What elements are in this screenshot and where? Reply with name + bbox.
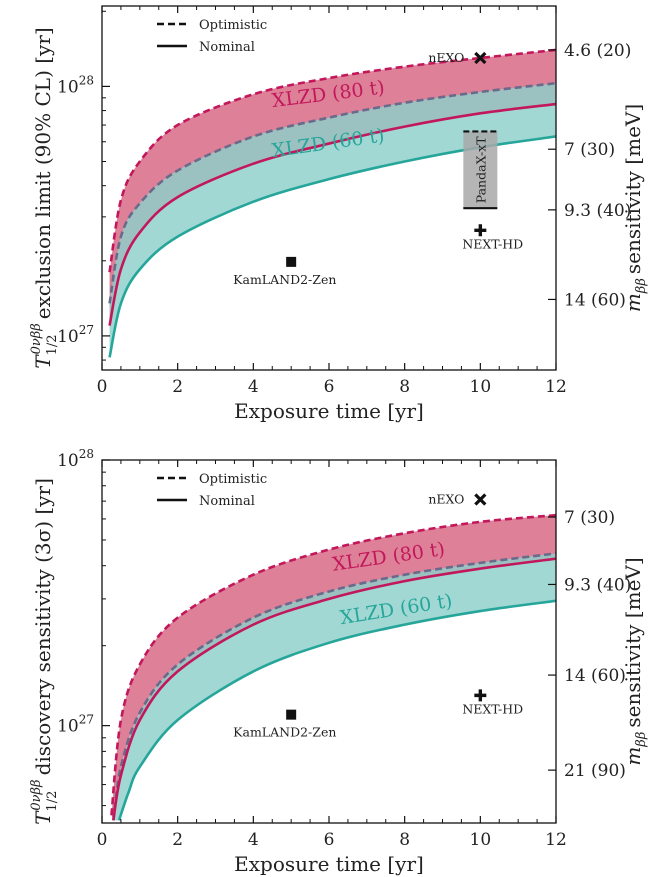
y-tick-label: 1027 — [57, 323, 94, 347]
marker-x — [474, 493, 487, 506]
y-tick-base: 10 — [57, 717, 79, 737]
y-tick-label: 1028 — [57, 73, 94, 97]
right-title-m: m — [621, 747, 645, 766]
legend-label-nominal: Nominal — [199, 40, 255, 55]
y-title-sup: 0νββ — [29, 323, 44, 354]
y-title-rest: discovery sensitivity (3σ) [yr] — [31, 478, 55, 775]
band-xlzd-60-t- — [113, 553, 556, 821]
y-tick-exponent: 28 — [79, 73, 94, 87]
marker-square — [286, 709, 297, 720]
band-xlzd-60-t- — [109, 83, 556, 358]
marker-kamland2-zen — [286, 709, 297, 720]
line-nominal-xlzd-80-t- — [108, 102, 556, 326]
y-title-T: T — [31, 354, 55, 369]
y-tick-exponent: 27 — [79, 713, 94, 727]
x-tick-label: 12 — [545, 377, 567, 397]
y-title-sub: 1/2 — [45, 334, 60, 355]
experiment-label-kamland2-zen: KamLAND2-Zen — [233, 272, 336, 287]
experiment-label-nexo: nEXO — [428, 50, 464, 65]
experiment-label-next-hd: NEXT-HD — [462, 236, 523, 251]
line-nominal-xlzd-80-t- — [112, 557, 556, 821]
right-tick-label: 21 (90) — [564, 761, 626, 781]
x-tick-label: 0 — [97, 830, 108, 850]
y-tick-exponent: 27 — [79, 323, 94, 337]
y-title-rest: exclusion limit (90% CL) [yr] — [31, 27, 55, 319]
line-nominal-xlzd-60-t- — [117, 599, 556, 821]
line-optimistic-xlzd-60-t- — [108, 81, 556, 304]
plot-area: PandaX-xT — [108, 48, 556, 358]
x-tick-label: 4 — [248, 377, 259, 397]
x-tick-label: 10 — [470, 377, 492, 397]
right-title-sub: ββ — [634, 278, 649, 294]
y-tick-label: 1027 — [57, 713, 94, 737]
legend-label-optimistic: Optimistic — [199, 472, 267, 487]
chart-panel-2: XLZD (80 t)XLZD (60 t)nEXONEXT-HDKamLAND… — [29, 447, 649, 876]
marker-plus — [474, 224, 487, 237]
x-tick-label: 2 — [172, 830, 183, 850]
right-tick-label: 14 (60) — [564, 290, 626, 310]
y-title-T: T — [31, 810, 55, 825]
legend-label-optimistic: Optimistic — [199, 18, 267, 33]
x-tick-label: 0 — [97, 377, 108, 397]
experiment-label-nexo: nEXO — [428, 492, 464, 507]
line-nominal-xlzd-60-t- — [108, 135, 556, 358]
x-tick-label: 8 — [399, 377, 410, 397]
marker-nexo — [474, 51, 487, 65]
pandax-box — [463, 131, 498, 209]
band-xlzd-80-t- — [111, 515, 556, 821]
plot-area — [110, 513, 556, 821]
right-title-rest: sensitivity [meV] — [621, 557, 645, 727]
right-axis-title: mββ sensitivity [meV] — [621, 104, 649, 312]
y-tick-base: 10 — [57, 327, 79, 347]
legend-label-nominal: Nominal — [199, 494, 255, 509]
marker-next-hd — [474, 689, 487, 702]
x-axis-title: Exposure time [yr] — [234, 852, 424, 876]
right-tick-label: 9.3 (40) — [564, 575, 631, 595]
x-tick-label: 8 — [399, 830, 410, 850]
marker-plus — [474, 689, 487, 702]
pandax-label: PandaX-xT — [473, 136, 488, 204]
line-optimistic-xlzd-60-t- — [112, 552, 556, 821]
right-title-m: m — [621, 293, 645, 312]
y-axis-title: T1/20νββ exclusion limit (90% CL) [yr] — [29, 27, 60, 368]
right-tick-label: 4.6 (20) — [564, 41, 631, 61]
x-tick-label: 4 — [248, 830, 259, 850]
experiment-label-kamland2-zen: KamLAND2-Zen — [233, 725, 336, 740]
marker-x — [474, 51, 487, 65]
y-tick-exponent: 28 — [79, 447, 94, 461]
line-optimistic-xlzd-80-t- — [110, 513, 556, 816]
marker-square — [286, 256, 297, 267]
right-title-sub: ββ — [634, 732, 649, 748]
marker-kamland2-zen — [286, 256, 297, 267]
experiment-label-next-hd: NEXT-HD — [462, 701, 523, 716]
right-tick-label: 7 (30) — [564, 508, 615, 528]
marker-nexo — [474, 493, 487, 506]
x-tick-label: 2 — [172, 377, 183, 397]
x-tick-label: 6 — [324, 377, 335, 397]
right-axis-title: mββ sensitivity [meV] — [621, 557, 649, 765]
y-tick-base: 10 — [57, 451, 79, 471]
y-axis-title: T1/20νββ discovery sensitivity (3σ) [yr] — [29, 478, 60, 825]
x-tick-label: 6 — [324, 830, 335, 850]
line-optimistic-xlzd-80-t- — [108, 48, 556, 273]
x-axis-title: Exposure time [yr] — [234, 399, 424, 423]
right-title-rest: sensitivity [meV] — [621, 104, 645, 274]
marker-next-hd — [474, 224, 487, 237]
right-tick-label: 9.3 (40) — [564, 201, 631, 221]
y-tick-base: 10 — [57, 77, 79, 97]
right-tick-label: 14 (60) — [564, 666, 626, 686]
y-title-sub: 1/2 — [45, 791, 60, 812]
y-tick-label: 1028 — [57, 447, 94, 471]
right-tick-label: 7 (30) — [564, 140, 615, 160]
x-tick-label: 12 — [545, 830, 567, 850]
y-title-sup: 0νββ — [29, 779, 44, 810]
x-tick-label: 10 — [470, 830, 492, 850]
